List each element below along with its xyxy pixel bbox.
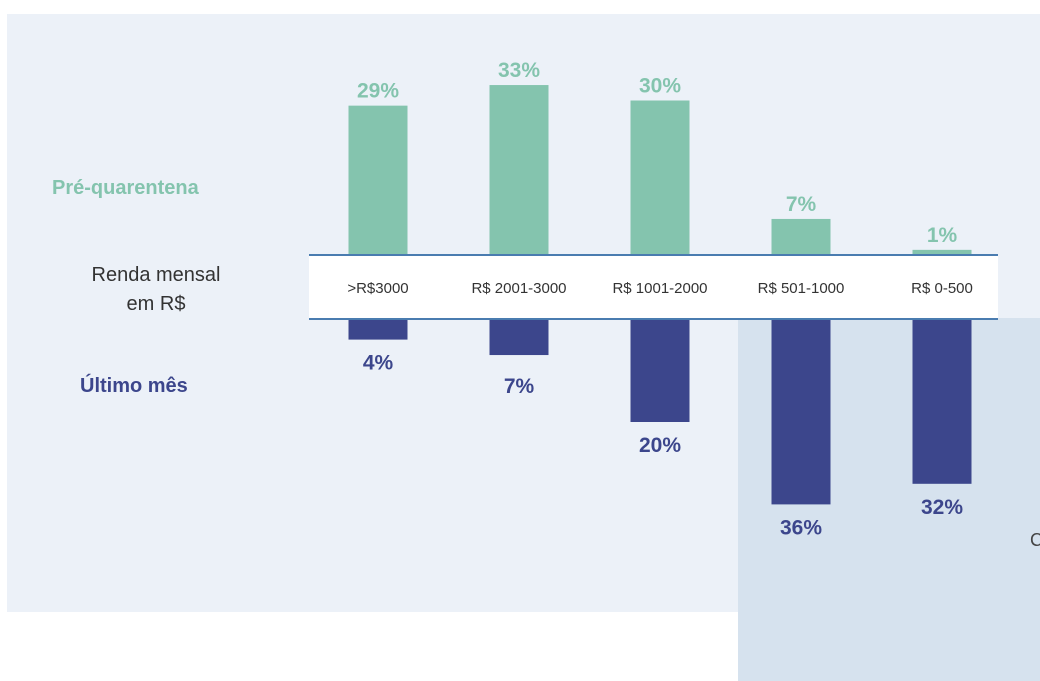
category-label-1: R$ 2001-3000 — [471, 280, 566, 297]
category-label-2: R$ 1001-2000 — [612, 280, 707, 297]
legend-pre-quarentena: Pré-quarentena — [52, 177, 199, 199]
value-label-ultimo-2: 20% — [639, 434, 681, 457]
bar-ultimo-1 — [489, 319, 549, 356]
category-label-4: R$ 0-500 — [911, 280, 973, 297]
category-label-3: R$ 501-1000 — [758, 280, 845, 297]
axis-label-line2: em R$ — [126, 293, 186, 315]
category-label-0: >R$3000 — [347, 280, 408, 297]
value-label-pre-4: 1% — [927, 224, 958, 247]
value-label-ultimo-0: 4% — [363, 352, 394, 375]
axis-label: Renda mensal em R$ — [56, 261, 256, 319]
bar-pre-2 — [630, 100, 690, 255]
bar-ultimo-4 — [912, 319, 972, 484]
value-label-ultimo-3: 36% — [780, 516, 822, 539]
category-band — [309, 255, 998, 319]
value-label-pre-0: 29% — [357, 80, 399, 103]
bar-pre-4 — [912, 249, 972, 255]
value-label-ultimo-4: 32% — [921, 496, 963, 519]
value-label-pre-3: 7% — [786, 193, 817, 216]
axis-label-line1: Renda mensal — [91, 264, 221, 286]
cropped-text: C — [1030, 530, 1040, 550]
bar-ultimo-3 — [771, 319, 831, 505]
bar-pre-3 — [771, 218, 831, 255]
value-label-pre-1: 33% — [498, 59, 540, 82]
legend-ultimo-mes: Último mês — [80, 375, 188, 397]
bar-ultimo-0 — [348, 319, 408, 340]
value-label-ultimo-1: 7% — [504, 375, 535, 398]
value-label-pre-2: 30% — [639, 75, 681, 98]
bar-pre-1 — [489, 85, 549, 255]
bar-pre-0 — [348, 105, 408, 256]
bar-ultimo-2 — [630, 319, 690, 422]
